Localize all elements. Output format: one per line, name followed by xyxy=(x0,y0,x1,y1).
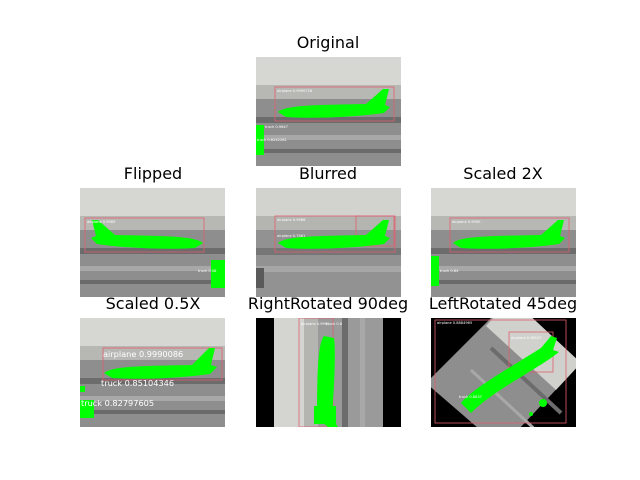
image-panel-right-rotated: airplane 0.9991 truck 0.8 xyxy=(256,318,401,427)
panel-title-left-rotated: LeftRotated 45deg xyxy=(428,294,578,313)
panel-title-blurred: Blurred xyxy=(298,164,358,183)
panel-title-flipped: Flipped xyxy=(123,164,183,183)
detection-label: airplane 0.7461 xyxy=(277,234,305,238)
detection-label: airplane 0.9989 xyxy=(87,220,116,224)
panel-title-scaled-half: Scaled 0.5X xyxy=(105,294,201,313)
detection-label: truck 0.8 xyxy=(326,322,343,326)
detection-label: airplane 0.9991 xyxy=(301,322,329,326)
segmentation-image: airplane 0.9986 airplane 0.7461 xyxy=(256,188,401,297)
image-panel-scaled-2x: airplane 0.9990 truck 0.84 xyxy=(431,188,576,297)
detection-label: truck 0.8242281 xyxy=(257,138,287,142)
panel-title-original: Original xyxy=(296,33,360,52)
panel-title-scaled-2x: Scaled 2X xyxy=(463,164,543,183)
segmentation-image: airplane 0.9990086 truck 0.85104346 truc… xyxy=(80,318,225,427)
image-panel-scaled-half: airplane 0.9990086 truck 0.85104346 truc… xyxy=(80,318,225,427)
detection-label: truck 0.85104346 xyxy=(101,378,174,388)
detection-label: truck 0.82797605 xyxy=(81,398,154,408)
detection-label: truck 0.84 xyxy=(440,269,459,273)
image-panel-left-rotated: airplane 0.8884965 airplane 0.98107 truc… xyxy=(431,318,576,427)
detection-label: airplane 0.9990726 xyxy=(277,89,313,93)
detection-label: airplane 0.98107 xyxy=(511,336,542,340)
image-panel-original: airplane 0.9990726 truck 0.9847 truck 0.… xyxy=(256,57,401,166)
detection-label: truck 0.9847 xyxy=(265,125,288,129)
segmentation-image: airplane 0.9990 truck 0.84 xyxy=(431,188,576,297)
segmentation-image: airplane 0.9991 truck 0.8 xyxy=(256,318,401,427)
segmentation-image: airplane 0.9989 truck 0.98 xyxy=(80,188,225,297)
detection-label: airplane 0.8884965 xyxy=(437,321,472,325)
detection-label: airplane 0.9990086 xyxy=(103,349,183,359)
detection-label: truck 0.98 xyxy=(198,269,217,273)
panel-title-right-rotated: RightRotated 90deg xyxy=(247,294,409,313)
detection-label: airplane 0.9990 xyxy=(452,220,481,224)
segmentation-image: airplane 0.8884965 airplane 0.98107 truc… xyxy=(431,318,576,427)
detection-label: truck 0.8837 xyxy=(459,395,482,399)
segmentation-image: airplane 0.9990726 truck 0.9847 truck 0.… xyxy=(256,57,401,166)
image-panel-blurred: airplane 0.9986 airplane 0.7461 xyxy=(256,188,401,297)
image-panel-flipped: airplane 0.9989 truck 0.98 xyxy=(80,188,225,297)
detection-label: airplane 0.9986 xyxy=(277,218,306,222)
